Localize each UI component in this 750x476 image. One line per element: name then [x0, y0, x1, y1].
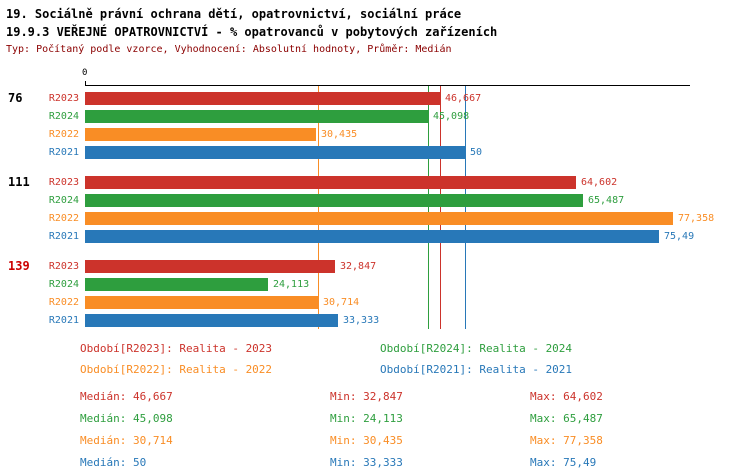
stat-max-r2023: Max: 64,602	[530, 390, 603, 403]
stat-min-r2021: Min: 33,333	[330, 456, 403, 469]
bar-r2023	[85, 176, 576, 189]
stat-median-r2024: Medián: 45,098	[80, 412, 173, 425]
stat-median-r2023: Medián: 46,667	[80, 390, 173, 403]
bar-value-label: 65,487	[588, 195, 625, 206]
bar-series-label: R2024	[48, 195, 79, 206]
stat-min-r2022: Min: 30,435	[330, 434, 403, 447]
bar-r2021	[85, 230, 659, 243]
group-label: 139	[8, 259, 30, 273]
report-title-line2: 19.9.3 VEŘEJNÉ OPATROVNICTVÍ - % opatrov…	[6, 25, 498, 39]
legend-item-r2023: Období[R2023]: Realita - 2023	[80, 342, 273, 355]
stat-median-r2021: Medián: 50	[80, 456, 147, 469]
bar-value-label: 64,602	[581, 177, 618, 188]
bar-value-label: 24,113	[273, 279, 310, 290]
bar-r2024	[85, 110, 428, 123]
median-line-r2022	[318, 86, 319, 329]
bar-r2022	[85, 128, 316, 141]
x-axis-origin-label: 0	[82, 68, 88, 78]
bar-series-label: R2023	[48, 261, 79, 272]
bar-series-label: R2021	[48, 315, 79, 326]
bar-chart: 0 76 R2023 46,667 R2024 45,098 R2022 30,435 R20…	[8, 68, 750, 347]
bar-value-label: 46,667	[445, 93, 482, 104]
bar-value-label: 75,49	[664, 231, 695, 242]
x-axis-line	[85, 85, 690, 86]
stat-min-r2023: Min: 32,847	[330, 390, 403, 403]
bar-value-label: 32,847	[340, 261, 377, 272]
legend-item-r2022: Období[R2022]: Realita - 2022	[80, 363, 273, 376]
bar-value-label: 30,714	[323, 297, 360, 308]
bar-series-label: R2022	[48, 297, 79, 308]
group-label: 76	[8, 91, 23, 105]
bar-value-label: 45,098	[433, 111, 470, 122]
bar-r2021	[85, 146, 465, 159]
legend-item-r2024: Období[R2024]: Realita - 2024	[380, 342, 573, 355]
median-line-r2021	[465, 86, 466, 329]
median-line-r2023	[440, 86, 441, 329]
bar-series-label: R2023	[48, 177, 79, 188]
x-axis-origin-tick	[85, 81, 86, 85]
bar-series-label: R2024	[48, 111, 79, 122]
bar-r2021	[85, 314, 338, 327]
stat-max-r2021: Max: 75,49	[530, 456, 597, 469]
bar-r2024	[85, 278, 268, 291]
stat-min-r2024: Min: 24,113	[330, 412, 403, 425]
bar-r2022	[85, 212, 673, 225]
stat-max-r2022: Max: 77,358	[530, 434, 603, 447]
legend: Období[R2023]: Realita - 2023 Období[R202…	[80, 342, 680, 376]
bar-r2023	[85, 260, 335, 273]
stat-median-r2022: Medián: 30,714	[80, 434, 173, 447]
bar-series-label: R2022	[48, 129, 79, 140]
bar-r2024	[85, 194, 583, 207]
median-line-r2024	[428, 86, 429, 329]
stats-table: Medián: 46,667 Min: 32,847 Max: 64,602 Medi…	[80, 390, 710, 469]
bar-r2023	[85, 92, 440, 105]
bar-series-label: R2024	[48, 279, 79, 290]
report-meta: Typ: Počítaný podle vzorce, Vyhodnocení:…	[6, 44, 452, 55]
bar-series-label: R2021	[48, 147, 79, 158]
bar-r2022	[85, 296, 318, 309]
bar-series-label: R2021	[48, 231, 79, 242]
group-label: 111	[8, 175, 30, 189]
legend-item-r2021: Období[R2021]: Realita - 2021	[380, 363, 573, 376]
report-title-line1: 19. Sociálně právní ochrana dětí, opatro…	[6, 7, 462, 21]
bar-value-label: 33,333	[343, 315, 380, 326]
bar-value-label: 30,435	[321, 129, 358, 140]
bar-series-label: R2022	[48, 213, 79, 224]
stat-max-r2024: Max: 65,487	[530, 412, 603, 425]
bar-value-label: 50	[470, 147, 483, 158]
bar-series-label: R2023	[48, 93, 79, 104]
bar-value-label: 77,358	[678, 213, 715, 224]
